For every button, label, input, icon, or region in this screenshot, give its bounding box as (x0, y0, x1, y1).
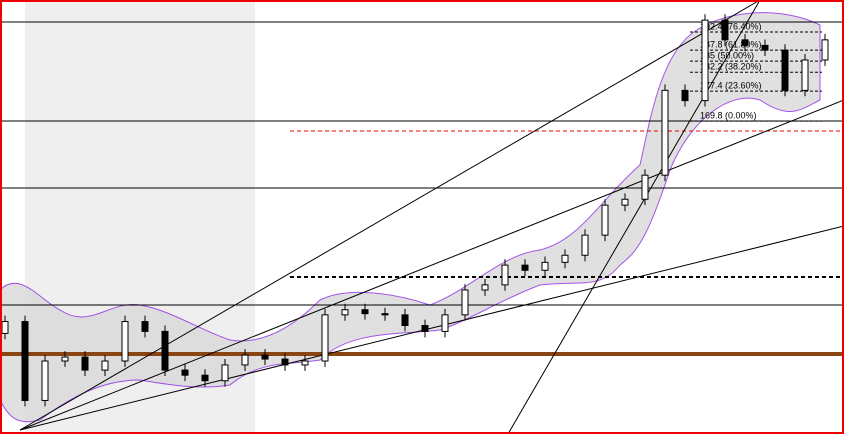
fib-label: 177.4 (23.60%) (700, 81, 762, 91)
candle-body (261, 354, 269, 360)
fib-label: 192.4 (76.40%) (700, 21, 762, 31)
candle-body (121, 321, 129, 362)
trend-line (19, 0, 761, 431)
candle-body (141, 321, 149, 332)
candle-body (161, 330, 169, 371)
candle-body (761, 44, 769, 51)
candle-body (341, 309, 349, 316)
candle-body (101, 360, 109, 371)
candle-body (381, 313, 389, 316)
candle-body (721, 19, 729, 41)
fib-label: 169.8 (0.00%) (700, 111, 757, 121)
candle-body (461, 289, 469, 316)
candle-body (561, 254, 569, 263)
fib-label: 187.8 (61.80%) (700, 39, 762, 49)
candle-body (81, 356, 89, 371)
candle-body (541, 261, 549, 271)
candle-body (801, 59, 809, 91)
candle-body (301, 360, 309, 366)
candle-body (201, 374, 209, 382)
candle-body (521, 264, 529, 271)
candle-body (821, 39, 829, 61)
candle-body (181, 369, 189, 376)
candle-body (241, 354, 249, 366)
candle-body (401, 314, 409, 326)
trend-line (19, 99, 844, 431)
candle-body (741, 39, 749, 46)
fib-label: 185 (50.00%) (700, 51, 754, 61)
candle-body (321, 314, 329, 362)
candle-body (481, 284, 489, 291)
candle-body (61, 356, 69, 362)
candle-body (441, 314, 449, 332)
candle-body (421, 325, 429, 332)
marks: 169.8 (0.00%) 177.4 (23.60%) 182.2 (38.20%… (1, 14, 829, 407)
fib-label: 182.2 (38.20%) (700, 62, 762, 72)
bollinger-band (0, 12, 821, 423)
candle-body (621, 198, 629, 206)
candle-body (361, 309, 369, 315)
candle-body (781, 49, 789, 91)
trend-line (19, 225, 844, 431)
candle-body (41, 360, 49, 401)
candle-body (581, 234, 589, 256)
candle-body (701, 19, 709, 102)
candle-body (221, 364, 229, 382)
candle-body (641, 174, 649, 200)
candle-body (661, 89, 669, 176)
candle-body (21, 321, 29, 401)
candle-body (1, 321, 9, 334)
candle-body (501, 264, 509, 286)
candle-body (281, 358, 289, 366)
candle-body (681, 89, 689, 102)
candle-body (601, 204, 609, 236)
